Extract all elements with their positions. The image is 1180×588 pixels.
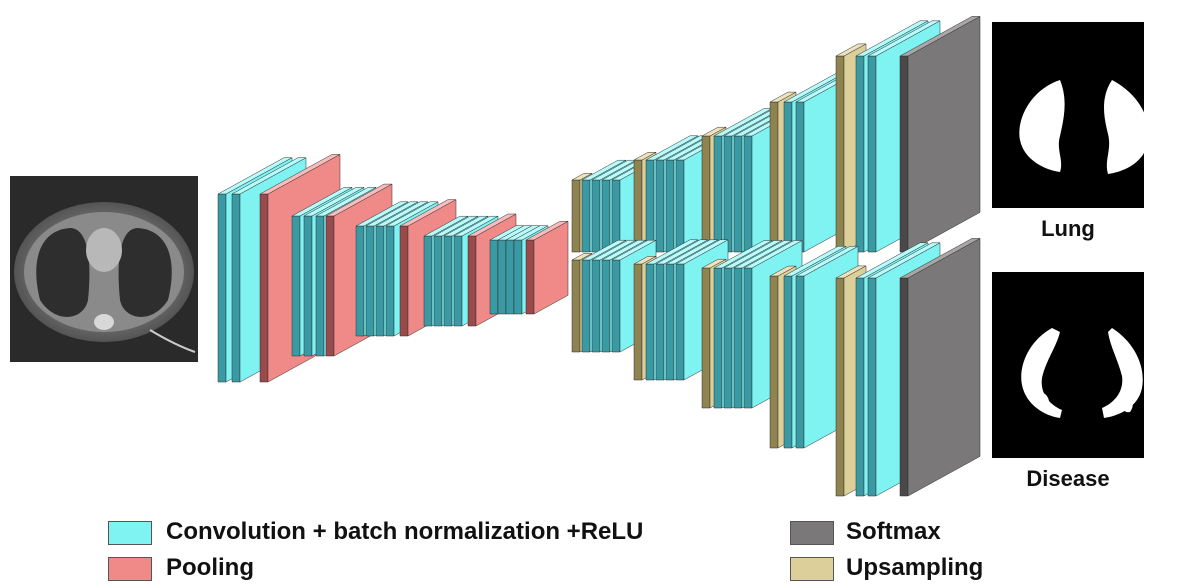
pooling-layer [525, 220, 569, 315]
legend-softmax-label: Softmax [846, 518, 941, 545]
encoder-path [217, 153, 569, 383]
lung-mask-output [992, 22, 1149, 208]
lung-output-label: Lung [1041, 216, 1095, 241]
softmax-layer [899, 15, 981, 253]
legend-softmax-swatch [790, 521, 834, 545]
legend-conv-label: Convolution + batch normalization +ReLU [166, 518, 644, 545]
disease-mask-output [992, 272, 1144, 458]
legend-upsampling-swatch [790, 557, 834, 581]
decoder-path [571, 15, 981, 497]
legend-pooling-label: Pooling [166, 554, 254, 581]
legend-upsampling-label: Upsampling [846, 554, 984, 581]
disease-output-label: Disease [1026, 466, 1110, 491]
softmax-layer [899, 237, 981, 497]
ct-scan-input-image [10, 176, 198, 362]
legend-pooling-swatch [108, 557, 152, 581]
legend-conv-swatch [108, 521, 152, 545]
